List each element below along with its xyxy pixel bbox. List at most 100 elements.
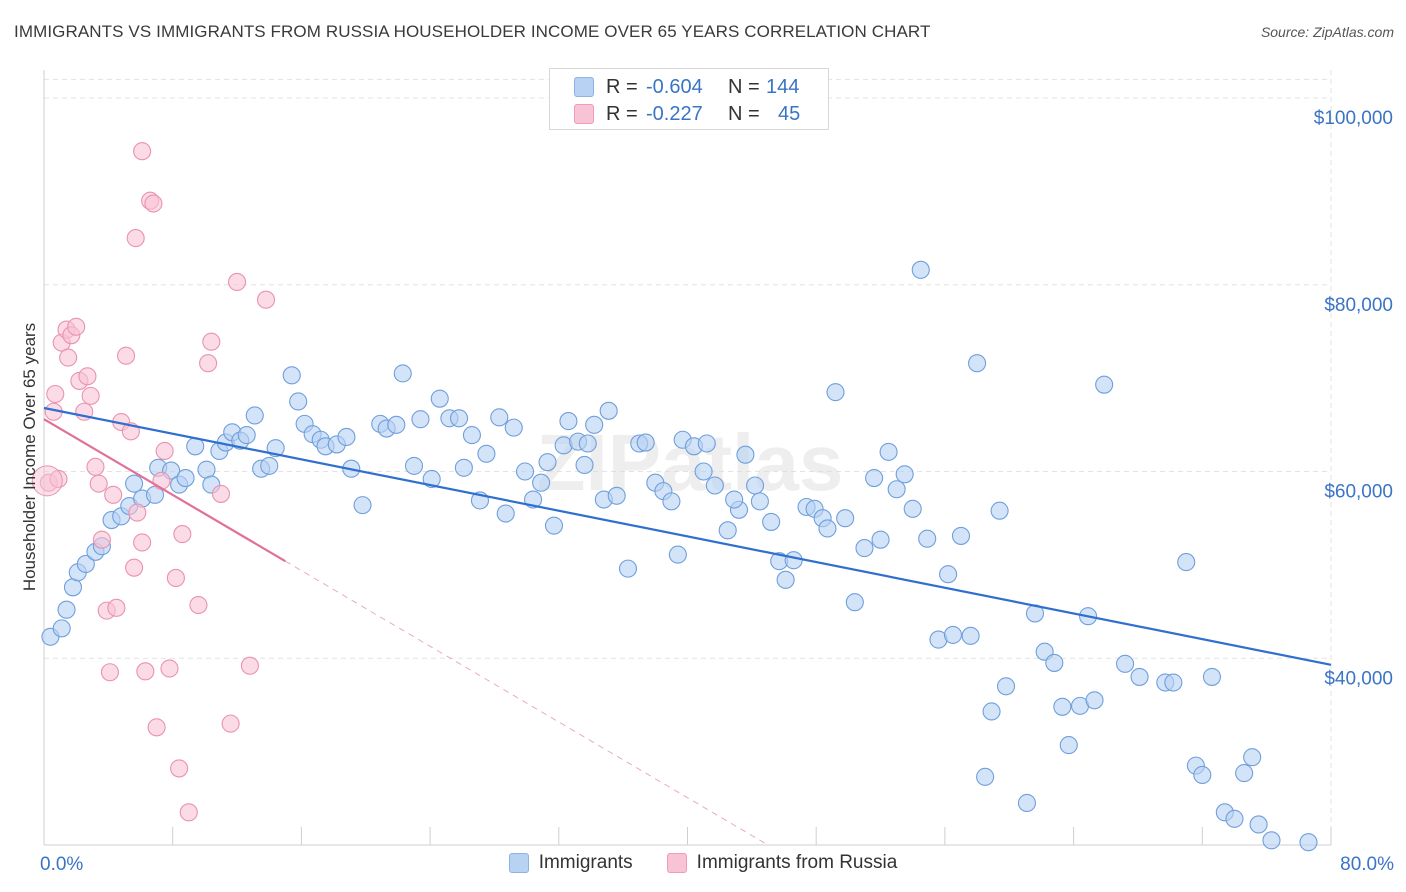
immigrants-point xyxy=(1225,809,1244,828)
immigrants-point xyxy=(903,499,922,518)
immigrants-point xyxy=(1235,764,1254,783)
immigrants-point xyxy=(585,415,604,434)
immigrants-point xyxy=(668,545,687,564)
immigrants-point xyxy=(559,412,578,431)
russia-point xyxy=(133,142,152,161)
legend-swatch-immigrants xyxy=(508,853,529,873)
immigrants-point xyxy=(871,530,890,549)
russia-point xyxy=(81,386,100,405)
immigrants-point xyxy=(879,442,898,461)
legend-row-immigrants: R = -0.604 N = 144 xyxy=(574,73,799,101)
legend-item-russia[interactable]: Immigrants from Russia xyxy=(666,852,897,874)
legend-swatch-russia xyxy=(574,104,594,124)
immigrants-point xyxy=(1059,736,1078,755)
legend-n-value: 45 xyxy=(778,102,801,125)
immigrants-point xyxy=(282,366,301,385)
immigrants-point xyxy=(990,501,1009,520)
russia-point xyxy=(78,367,97,386)
immigrants-point xyxy=(515,462,535,481)
immigrants-point xyxy=(818,519,837,538)
russia-point xyxy=(155,441,174,461)
immigrants-point xyxy=(1017,793,1036,813)
immigrants-point xyxy=(52,619,71,638)
immigrants-point xyxy=(1249,815,1268,834)
russia-point xyxy=(144,194,163,213)
legend-n-label: N = xyxy=(728,102,760,125)
immigrants-point xyxy=(454,458,473,477)
russia-point xyxy=(104,485,123,504)
russia-point xyxy=(228,272,247,292)
y-tick-label: $100,000 xyxy=(1314,108,1393,129)
immigrants-point xyxy=(260,456,279,475)
immigrants-point xyxy=(462,426,481,445)
immigrants-point xyxy=(911,260,930,279)
immigrants-point xyxy=(477,444,496,463)
russia-point xyxy=(170,759,189,778)
legend-n-value: 144 xyxy=(766,75,800,98)
immigrants-point xyxy=(836,509,855,528)
legend-swatch-russia xyxy=(666,853,687,873)
russia-point xyxy=(100,663,120,682)
immigrants-point xyxy=(544,516,564,535)
immigrants-point xyxy=(76,554,95,573)
legend-item-immigrants[interactable]: Immigrants xyxy=(508,852,633,874)
russia-point xyxy=(173,525,192,544)
immigrants-point xyxy=(538,453,557,472)
russia-point xyxy=(147,718,166,737)
immigrants-point xyxy=(887,480,906,499)
russia-point xyxy=(160,659,179,678)
russia-point xyxy=(59,348,78,367)
immigrants-point xyxy=(125,474,144,493)
chart-title: IMMIGRANTS VS IMMIGRANTS FROM RUSSIA HOU… xyxy=(14,22,931,41)
immigrants-point xyxy=(1130,667,1149,686)
immigrants-point xyxy=(197,460,216,479)
immigrants-point xyxy=(705,476,724,495)
immigrants-point xyxy=(387,415,406,434)
immigrants-point xyxy=(746,476,765,495)
immigrants-point xyxy=(776,570,795,589)
immigrants-point xyxy=(951,526,971,545)
immigrants-point xyxy=(289,392,308,411)
russia-point xyxy=(128,503,147,522)
immigrants-point xyxy=(393,364,412,383)
russia-point xyxy=(240,656,259,675)
immigrants-point xyxy=(1095,375,1114,394)
immigrants-point xyxy=(943,625,962,644)
label-layer: $40,000 $60,000 $80,000 $100,000 0.0% 80.0% Ho… xyxy=(20,108,1394,875)
russia-point xyxy=(125,558,144,577)
russia-point xyxy=(179,803,198,822)
immigrants-point xyxy=(1164,673,1183,692)
immigrants-point xyxy=(1262,831,1281,850)
immigrants-point xyxy=(422,469,441,489)
immigrants-trendline xyxy=(43,406,1332,666)
legend-r-value: -0.227 xyxy=(646,102,703,125)
russia-point xyxy=(31,465,63,497)
legend-r-label: R = xyxy=(606,102,638,125)
immigrants-point xyxy=(826,383,845,402)
immigrants-point xyxy=(694,462,713,481)
immigrants-point xyxy=(575,455,594,475)
immigrants-point xyxy=(918,529,937,548)
points-layer xyxy=(31,142,1318,852)
immigrants-point xyxy=(865,468,884,488)
immigrants-point xyxy=(1177,553,1196,572)
immigrants-point xyxy=(939,565,958,584)
legend-n-label: N = xyxy=(728,75,760,98)
russia-point xyxy=(199,354,218,373)
immigrants-point xyxy=(176,468,195,488)
immigrants-point xyxy=(725,490,744,509)
russia-trendline xyxy=(43,418,286,563)
immigrants-point xyxy=(636,433,655,452)
immigrants-point xyxy=(504,418,523,437)
immigrants-point xyxy=(337,427,356,447)
immigrants-point xyxy=(245,406,264,425)
immigrants-point xyxy=(1243,748,1262,767)
immigrants-point xyxy=(895,465,914,484)
immigrants-point xyxy=(662,492,681,511)
x-tick-label-max: 80.0% xyxy=(1340,854,1394,875)
russia-point xyxy=(46,384,65,404)
immigrants-point xyxy=(237,426,256,445)
immigrants-point xyxy=(57,600,76,619)
immigrants-point xyxy=(618,559,638,578)
legend-swatch-immigrants xyxy=(574,77,594,97)
